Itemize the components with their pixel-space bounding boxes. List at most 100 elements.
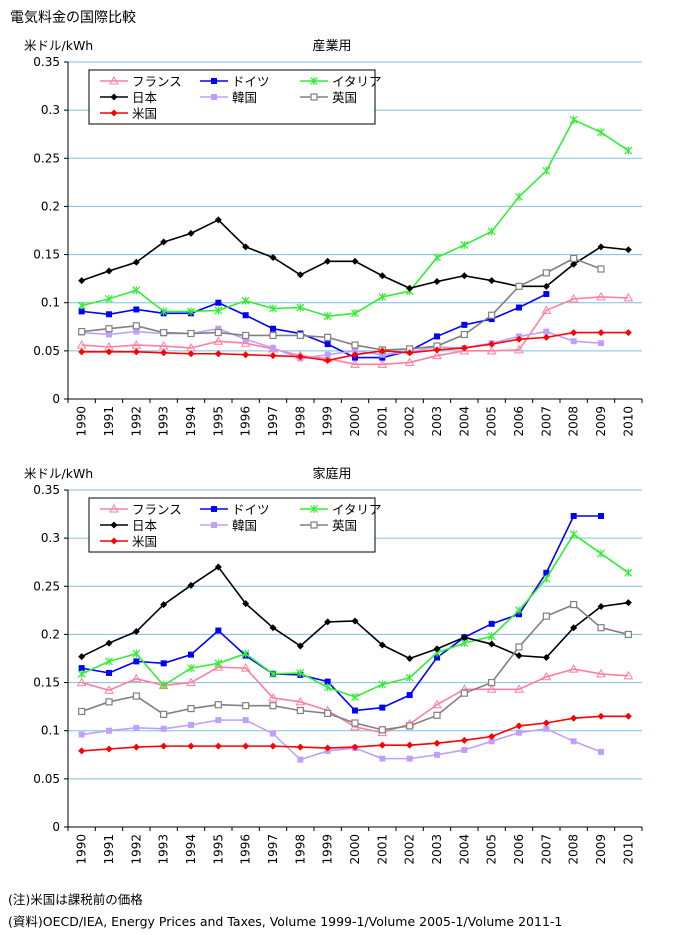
x-tick-label: 2001 bbox=[375, 834, 389, 865]
chart-title: 産業用 bbox=[312, 38, 351, 54]
point-japan bbox=[515, 652, 523, 660]
point-italy bbox=[132, 286, 141, 295]
legend-label: 日本 bbox=[132, 90, 158, 105]
point-italy bbox=[105, 294, 113, 303]
point-korea bbox=[106, 727, 112, 734]
x-tick-label: 1991 bbox=[102, 406, 116, 437]
point-korea bbox=[270, 730, 276, 737]
point-italy-shape bbox=[159, 681, 168, 690]
x-tick-label: 1994 bbox=[184, 406, 198, 437]
point-germany bbox=[543, 569, 550, 576]
point-italy-shape bbox=[433, 253, 441, 262]
point-uk bbox=[378, 726, 386, 734]
point-uk bbox=[406, 722, 414, 730]
point-usa bbox=[488, 732, 496, 740]
point-italy bbox=[487, 632, 496, 641]
point-france bbox=[76, 340, 87, 349]
point-italy-shape bbox=[515, 192, 523, 201]
point-italy-shape bbox=[269, 669, 277, 678]
point-uk bbox=[488, 678, 496, 687]
point-usa bbox=[433, 739, 441, 747]
y-tick-label: 0.35 bbox=[33, 483, 60, 497]
point-germany bbox=[434, 654, 440, 661]
series-line-germany bbox=[81, 515, 601, 712]
x-tick-label: 2010 bbox=[621, 406, 635, 437]
point-italy-shape bbox=[460, 240, 469, 249]
y-tick-label: 0.25 bbox=[33, 579, 60, 593]
source-text: (資料)OECD/IEA, Energy Prices and Taxes, V… bbox=[8, 914, 563, 929]
point-usa bbox=[406, 741, 414, 749]
point-germany bbox=[188, 651, 194, 658]
x-tick-label: 1992 bbox=[129, 406, 143, 437]
point-france bbox=[213, 662, 224, 671]
point-uk bbox=[132, 692, 140, 700]
legend-label: イタリア bbox=[332, 502, 382, 517]
x-tick-label: 1994 bbox=[184, 834, 198, 865]
legend-label: 日本 bbox=[132, 518, 158, 533]
point-italy bbox=[323, 312, 332, 321]
point-germany bbox=[215, 627, 222, 634]
series-italy bbox=[77, 115, 633, 321]
series-japan bbox=[78, 563, 632, 662]
legend-marker bbox=[109, 503, 119, 513]
point-korea bbox=[598, 748, 604, 755]
point-uk bbox=[542, 612, 550, 620]
point-japan bbox=[78, 653, 86, 661]
point-germany bbox=[78, 308, 85, 315]
legend-label: フランス bbox=[132, 74, 182, 89]
point-italy-shape bbox=[296, 668, 305, 677]
point-japan bbox=[378, 272, 386, 280]
point-italy-shape bbox=[105, 657, 113, 666]
y-tick-label: 0.1 bbox=[41, 296, 60, 310]
legend-label: 英国 bbox=[332, 90, 357, 105]
legend-label: 韓国 bbox=[232, 90, 257, 105]
y-tick-label: 0.3 bbox=[41, 531, 60, 545]
point-korea bbox=[379, 351, 386, 358]
point-korea bbox=[570, 338, 577, 345]
point-uk bbox=[570, 254, 578, 263]
point-korea bbox=[78, 731, 85, 738]
legend-marker bbox=[110, 521, 118, 529]
x-tick-label: 1997 bbox=[266, 406, 280, 437]
legend-item-japan: 日本 bbox=[100, 90, 158, 105]
point-japan bbox=[132, 258, 140, 266]
point-japan bbox=[542, 282, 550, 290]
legend-marker bbox=[211, 506, 217, 512]
point-korea bbox=[434, 751, 440, 758]
legend-item-germany: ドイツ bbox=[200, 74, 270, 89]
x-tick-label: 2000 bbox=[348, 406, 362, 437]
series-usa bbox=[78, 329, 632, 364]
point-italy-shape bbox=[405, 673, 414, 682]
point-japan bbox=[488, 640, 496, 648]
point-japan bbox=[597, 603, 605, 611]
point-uk bbox=[105, 698, 113, 706]
y-tick-label: 0.2 bbox=[41, 199, 60, 213]
point-uk bbox=[460, 330, 468, 339]
point-italy bbox=[296, 668, 305, 677]
point-france bbox=[432, 350, 442, 360]
point-uk bbox=[351, 341, 359, 349]
point-korea bbox=[379, 755, 386, 762]
point-usa bbox=[460, 344, 468, 352]
point-germany bbox=[78, 665, 85, 672]
x-tick-label: 2004 bbox=[457, 834, 471, 865]
point-usa bbox=[324, 356, 332, 364]
point-germany bbox=[516, 304, 522, 311]
point-japan bbox=[214, 216, 222, 224]
point-uk bbox=[78, 328, 86, 336]
point-italy bbox=[351, 693, 359, 702]
point-italy-shape bbox=[597, 549, 605, 558]
y-tick-label: 0.35 bbox=[33, 55, 60, 69]
point-uk bbox=[597, 265, 605, 273]
point-italy-shape bbox=[351, 693, 359, 702]
point-italy-shape bbox=[214, 306, 223, 315]
point-germany bbox=[379, 704, 386, 711]
point-italy bbox=[597, 128, 605, 137]
page-title: 電気料金の国際比較 bbox=[10, 10, 136, 26]
point-japan bbox=[406, 284, 414, 292]
legend-item-korea: 韓国 bbox=[200, 518, 257, 533]
legend-label: ドイツ bbox=[232, 74, 270, 89]
point-france bbox=[432, 699, 442, 709]
point-korea bbox=[215, 717, 222, 724]
legend-label: フランス bbox=[132, 502, 182, 517]
